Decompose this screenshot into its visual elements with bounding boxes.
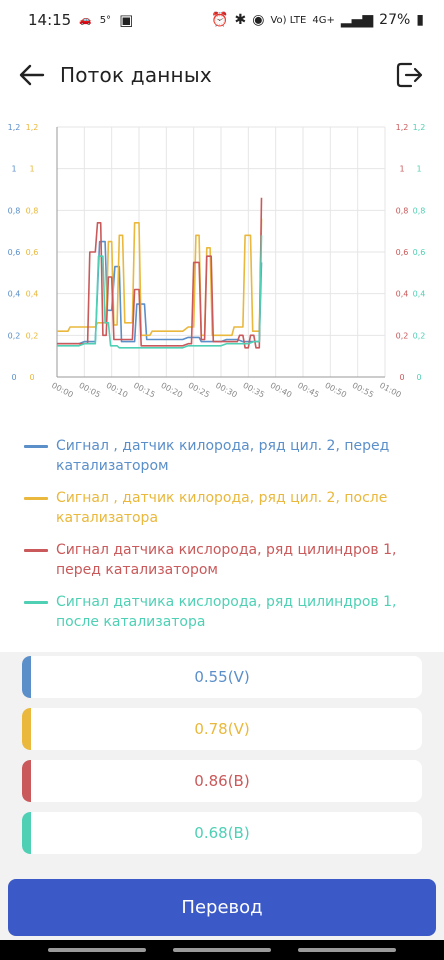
y-tick-label: 1,2 xyxy=(8,123,21,132)
reading-card-teal: 0.68(В) xyxy=(22,812,422,854)
y-tick-label: 0,2 xyxy=(26,331,39,340)
legend-swatch xyxy=(24,445,48,448)
status-bar: 14:15 🚗 5° ▣ ⏰ ✱ ◉ Vo) LTE 4G+ ▂▄▆ 27% ▮ xyxy=(0,0,444,40)
gallery-icon: ▣ xyxy=(119,11,134,29)
y-tick-label: 1 xyxy=(29,165,34,174)
arrow-left-icon xyxy=(19,64,45,86)
hotspot-icon: ◉ xyxy=(252,12,265,28)
x-tick-label: 00:45 xyxy=(296,381,321,400)
bluetooth-icon: ✱ xyxy=(234,12,247,28)
reading-value: 0.86(В) xyxy=(194,772,250,790)
status-battery: 27% xyxy=(379,12,411,28)
legend-item-yellow: Сигнал , датчик килорода, ряд цил. 2, по… xyxy=(0,488,444,528)
series-line-teal xyxy=(57,235,263,349)
data-stream-chart: 0 0 0 0 0,2 0,2 0,2 0,2 0,4 0,4 0,4 0,4 0,6 0,6 0,6 0,6… xyxy=(8,123,426,400)
readings-list: 0.55(V) 0.78(V) 0.86(В) 0.68(В) xyxy=(22,656,422,864)
legend-item-teal: Сигнал датчика кислорода, ряд цилиндров … xyxy=(0,592,444,632)
y-tick-label: 0,4 xyxy=(26,290,39,299)
status-time: 14:15 xyxy=(28,11,72,29)
exit-button[interactable] xyxy=(392,58,426,92)
car-icon: 🚗 xyxy=(79,14,92,26)
legend-label: Сигнал , датчик килорода, ряд цил. 2, пе… xyxy=(56,438,390,474)
y-tick-label: 0 xyxy=(11,373,16,382)
nav-recent-button[interactable] xyxy=(48,948,146,952)
y-tick-label: 0,8 xyxy=(26,206,39,215)
nav-back-button[interactable] xyxy=(298,948,396,952)
chart-legend: Сигнал , датчик килорода, ряд цил. 2, пе… xyxy=(0,420,444,652)
x-tick-label: 00:20 xyxy=(159,381,184,400)
reading-card-yellow: 0.78(V) xyxy=(22,708,422,750)
legend-swatch xyxy=(24,601,48,604)
x-tick-label: 00:10 xyxy=(105,381,130,400)
y-tick-label: 0,6 xyxy=(26,248,39,257)
page-title: Поток данных xyxy=(60,63,212,87)
x-tick-label: 01:00 xyxy=(378,381,403,400)
legend-swatch xyxy=(24,549,48,552)
legend-swatch xyxy=(24,497,48,500)
y-tick-label: 0,2 xyxy=(8,331,21,340)
y-tick-label: 0,4 xyxy=(413,290,426,299)
reading-card-blue: 0.55(V) xyxy=(22,656,422,698)
y-tick-label: 0,2 xyxy=(396,331,409,340)
y-tick-label: 0 xyxy=(399,373,404,382)
legend-label: Сигнал , датчик килорода, ряд цил. 2, по… xyxy=(56,490,388,526)
x-tick-label: 00:35 xyxy=(241,381,266,400)
reading-card-red: 0.86(В) xyxy=(22,760,422,802)
y-tick-label: 0,8 xyxy=(413,206,426,215)
y-tick-label: 1 xyxy=(399,165,404,174)
y-tick-label: 0,6 xyxy=(396,248,409,257)
reading-color-bar xyxy=(22,656,31,698)
y-tick-label: 0,6 xyxy=(413,248,426,257)
x-tick-label: 00:05 xyxy=(77,381,102,400)
y-tick-label: 0,8 xyxy=(396,206,409,215)
signal-icon: ▂▄▆ xyxy=(340,12,374,28)
y-tick-label: 1 xyxy=(416,165,421,174)
logout-icon xyxy=(396,62,423,88)
chart-area: 0 0 0 0 0,2 0,2 0,2 0,2 0,4 0,4 0,4 0,4 0,6 0,6 0,6 0,6… xyxy=(0,110,444,420)
nav-home-button[interactable] xyxy=(173,948,271,952)
y-tick-label: 0 xyxy=(416,373,421,382)
reading-value: 0.68(В) xyxy=(194,824,250,842)
reading-value: 0.78(V) xyxy=(194,720,250,738)
translate-button[interactable]: Перевод xyxy=(8,879,436,936)
legend-item-blue: Сигнал , датчик килорода, ряд цил. 2, пе… xyxy=(0,436,444,476)
x-tick-label: 00:25 xyxy=(187,381,212,400)
y-tick-label: 1,2 xyxy=(396,123,409,132)
y-tick-label: 1 xyxy=(11,165,16,174)
y-tick-label: 0,6 xyxy=(8,248,21,257)
reading-color-bar xyxy=(22,708,31,750)
y-tick-label: 0,4 xyxy=(8,290,21,299)
x-tick-label: 00:55 xyxy=(351,381,376,400)
app-bar: Поток данных xyxy=(0,40,444,110)
y-tick-label: 1,2 xyxy=(26,123,39,132)
series-line-blue xyxy=(57,240,263,345)
series-line-yellow xyxy=(57,218,263,337)
x-tick-label: 00:50 xyxy=(323,381,348,400)
legend-label: Сигнал датчика кислорода, ряд цилиндров … xyxy=(56,542,397,578)
y-tick-label: 0 xyxy=(29,373,34,382)
x-tick-label: 00:15 xyxy=(132,381,157,400)
reading-color-bar xyxy=(22,760,31,802)
system-nav-bar xyxy=(0,940,444,960)
y-tick-label: 0,2 xyxy=(413,331,426,340)
y-tick-label: 0,4 xyxy=(396,290,409,299)
reading-color-bar xyxy=(22,812,31,854)
status-signal-type: 4G+ xyxy=(312,14,335,26)
status-network: Vo) LTE xyxy=(270,14,307,26)
x-tick-label: 00:00 xyxy=(50,381,75,400)
back-button[interactable] xyxy=(18,61,46,89)
legend-label: Сигнал датчика кислорода, ряд цилиндров … xyxy=(56,594,397,630)
series-line-red xyxy=(57,197,263,349)
status-temp: 5° xyxy=(99,14,112,26)
y-tick-label: 0,8 xyxy=(8,206,21,215)
reading-value: 0.55(V) xyxy=(194,668,250,686)
legend-item-red: Сигнал датчика кислорода, ряд цилиндров … xyxy=(0,540,444,580)
alarm-icon: ⏰ xyxy=(211,12,229,28)
x-tick-label: 00:30 xyxy=(214,381,239,400)
x-tick-label: 00:40 xyxy=(269,381,294,400)
y-tick-label: 1,2 xyxy=(413,123,426,132)
battery-icon: ▮ xyxy=(416,12,424,28)
